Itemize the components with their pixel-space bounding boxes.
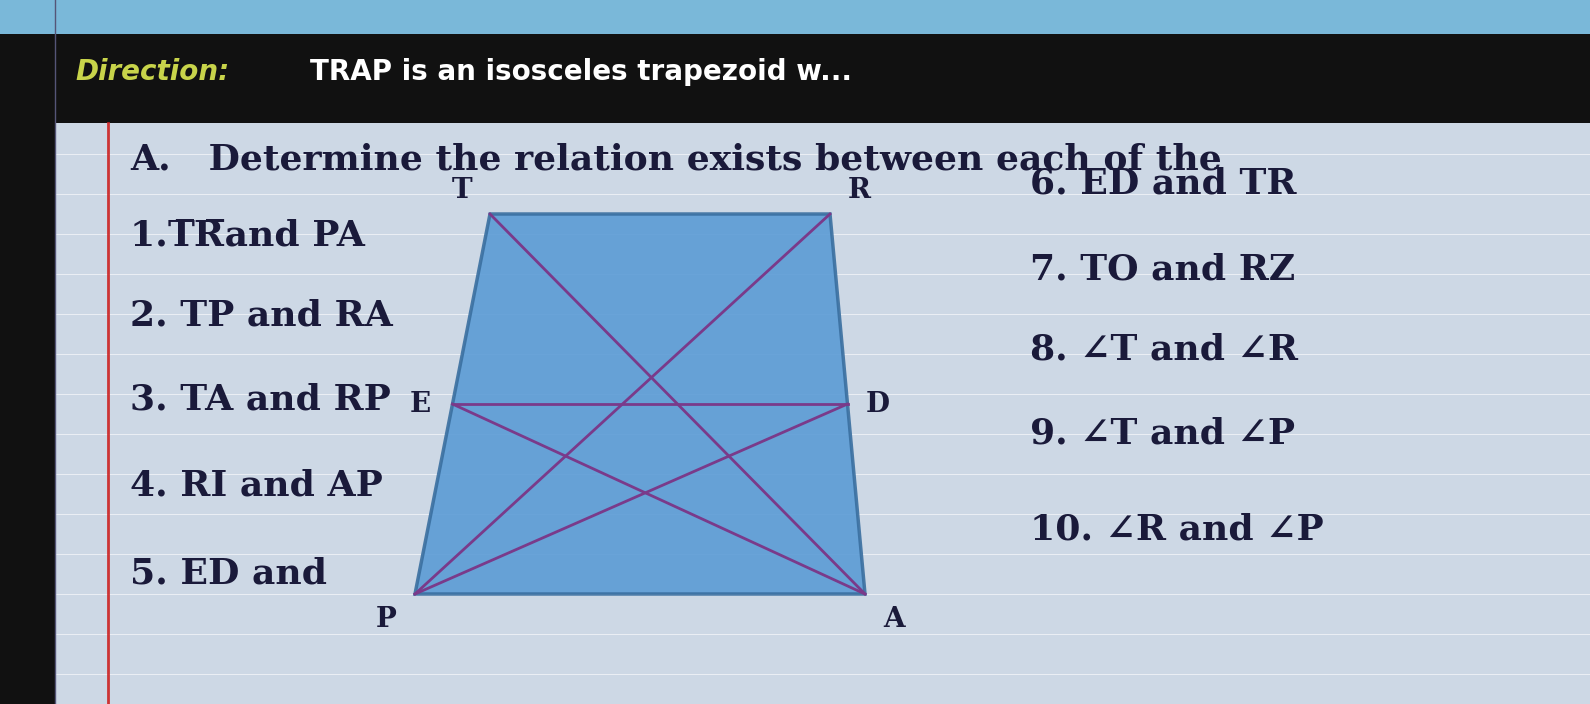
Text: D: D xyxy=(865,391,889,417)
Text: R: R xyxy=(847,177,871,204)
Text: T̅R̅: T̅R̅ xyxy=(169,219,226,253)
Text: 6. ED and TR: 6. ED and TR xyxy=(1030,167,1296,201)
Text: 9. ∠T and ∠P: 9. ∠T and ∠P xyxy=(1030,417,1294,451)
Polygon shape xyxy=(415,214,865,594)
Text: P: P xyxy=(377,606,398,633)
Bar xyxy=(56,123,1590,704)
Bar xyxy=(0,0,1590,34)
Text: 3. TA and RP: 3. TA and RP xyxy=(130,382,391,416)
Text: 1.: 1. xyxy=(130,219,180,253)
Text: TRAP is an isosceles trapezoid w...: TRAP is an isosceles trapezoid w... xyxy=(310,58,852,86)
Text: A.   Determine the relation exists between each of the: A. Determine the relation exists between… xyxy=(130,142,1221,176)
Bar xyxy=(0,0,1590,123)
Text: 2. TP and RA: 2. TP and RA xyxy=(130,299,393,333)
Text: E: E xyxy=(409,391,431,417)
Text: 4. RI and AP: 4. RI and AP xyxy=(130,469,383,503)
Text: 5. ED and: 5. ED and xyxy=(130,557,328,591)
Text: Direction:: Direction: xyxy=(75,58,229,86)
Text: and PA: and PA xyxy=(211,219,364,253)
Text: 10. ∠R and ∠P: 10. ∠R and ∠P xyxy=(1030,512,1323,546)
Text: 7. TO and RZ: 7. TO and RZ xyxy=(1030,252,1296,286)
Text: 8. ∠T and ∠R: 8. ∠T and ∠R xyxy=(1030,332,1297,366)
Text: T: T xyxy=(452,177,472,204)
Text: A: A xyxy=(882,606,905,633)
